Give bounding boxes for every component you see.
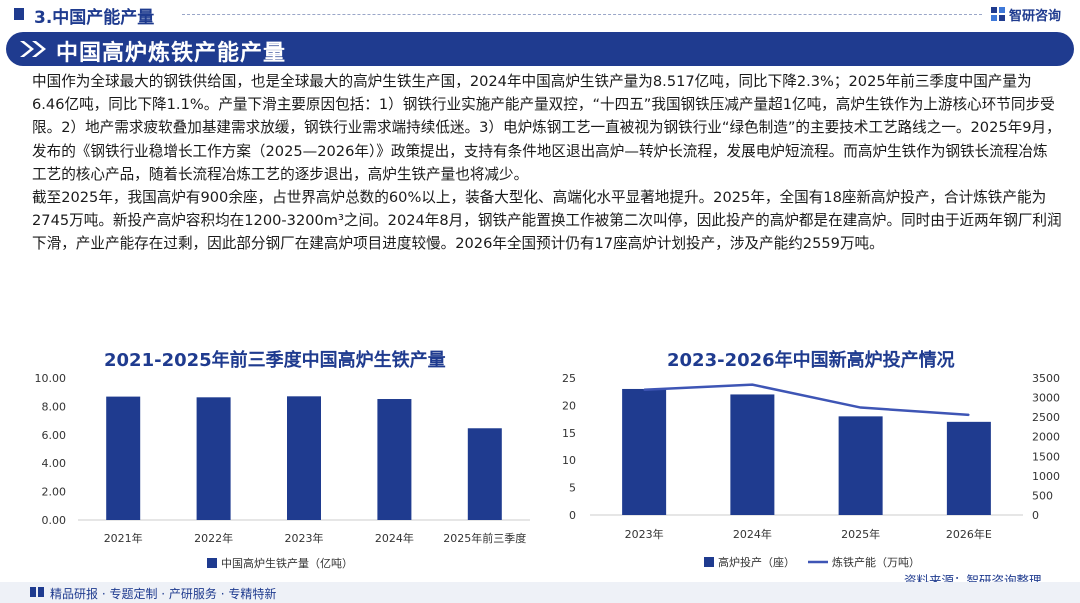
chart1-xtick-label: 2023年 [285,531,324,545]
chart2-capacity-line [644,383,969,417]
page-title: 中国高炉炼铁产能产量 [56,41,287,66]
chart2-legend-swatch-bar [704,557,714,567]
chart2-ytick-right-label: 0 [1032,509,1039,522]
chart1-bar [106,396,141,520]
chart1-ytick-label: 10.00 [35,372,67,385]
chart2-ytick-left-label: 0 [569,509,576,522]
chart1-legend: 中国高炉生铁产量（亿吨） [207,556,353,570]
chart1-title: 2021-2025年前三季度中国高炉生铁产量 [104,350,446,371]
chart1-bar [196,397,231,520]
chart2-ytick-left-label: 10 [562,454,576,467]
chart1-xtick-label: 2024年 [375,531,414,545]
chart2-line-point [751,383,754,386]
chart2-ytick-right-label: 2000 [1032,431,1060,444]
body-text: 中国作为全球最大的钢铁供给国，也是全球最大的高炉生铁生产国，2024年中国高炉生… [32,70,1062,256]
chart1-bar [377,399,412,520]
chart2-title: 2023-2026年中国新高炉投产情况 [667,350,955,371]
chart1-ytick-label: 6.00 [42,429,67,442]
chart1-legend-label: 中国高炉生铁产量（亿吨） [221,556,353,570]
chart2-ytick-left-label: 20 [562,399,576,412]
chart1-legend-swatch [207,558,217,568]
chart2-bar [838,416,883,515]
chart2-line-point [859,406,862,409]
chart2-xtick-label: 2025年 [841,527,880,541]
chart2-legend: 高炉投产（座） 炼铁产能（万吨） [704,555,920,569]
chart2-bar [730,394,775,515]
chart2-ytick-right-label: 3000 [1032,392,1060,405]
chart2-ytick-left-label: 15 [562,427,576,440]
book-icon [30,587,44,597]
chart2-bar [622,388,667,515]
chart2-xtick-label: 2023年 [625,527,664,541]
chart2-line-point [968,414,970,416]
footer-links: 精品研报 · 专题定制 · 产研服务 · 专精特新 [50,587,277,601]
divider [182,14,982,15]
chart2-xtick-label: 2026年E [946,527,992,541]
logo-icon [991,7,1005,21]
chart1-bar [287,396,321,520]
double-chevron-icon [20,41,46,57]
paragraph-1: 中国作为全球最大的钢铁供给国，也是全球最大的高炉生铁生产国，2024年中国高炉生… [32,73,1061,183]
footer-bar: 精品研报 · 专题定制 · 产研服务 · 专精特新 [0,582,1080,603]
chart1-xtick-label: 2025年前三季度 [443,531,526,545]
top-bar: 3.中国产能产量 智研咨询 [0,0,1080,30]
chart2-legend-label-bar: 高炉投产（座） [718,555,795,569]
chart2-line-point [643,388,645,391]
paragraph-2: 截至2025年，我国高炉有900余座，占世界高炉总数的60%以上，装备大型化、高… [32,189,1062,253]
chart2-ytick-left-label: 5 [569,482,576,495]
section-title: 3.中国产能产量 [34,8,155,28]
section-marker-icon [14,8,24,20]
chart2-ytick-right-label: 2500 [1032,411,1060,424]
chart2-bar [946,421,991,515]
chart1-svg: 0.00 2.00 4.00 6.00 8.00 10.00 2021年 2022年 2023… [35,372,530,570]
chart2-ytick-left-label: 25 [562,372,576,385]
chart1-bar [467,428,502,520]
logo-text: 智研咨询 [1009,8,1062,24]
title-banner: 中国高炉炼铁产能产量 [6,32,1074,66]
chart2-ytick-right-label: 1000 [1032,470,1060,483]
chart1-ytick-label: 2.00 [42,486,67,499]
chart2-ytick-right-label: 1500 [1032,450,1060,463]
chart1-ytick-label: 4.00 [42,457,67,470]
chart1-xtick-label: 2021年 [104,531,143,545]
chart2-legend-label-line: 炼铁产能（万吨） [832,555,920,569]
chart2-ytick-right-label: 3500 [1032,372,1060,385]
brand-logo: 智研咨询 [990,4,1061,24]
chart2-xtick-label: 2024年 [733,527,772,541]
chart1-ytick-label: 0.00 [42,514,67,527]
chart1-xtick-label: 2022年 [194,531,233,545]
chart1-ytick-label: 8.00 [42,400,67,413]
chart2-ytick-right-label: 500 [1032,489,1053,502]
